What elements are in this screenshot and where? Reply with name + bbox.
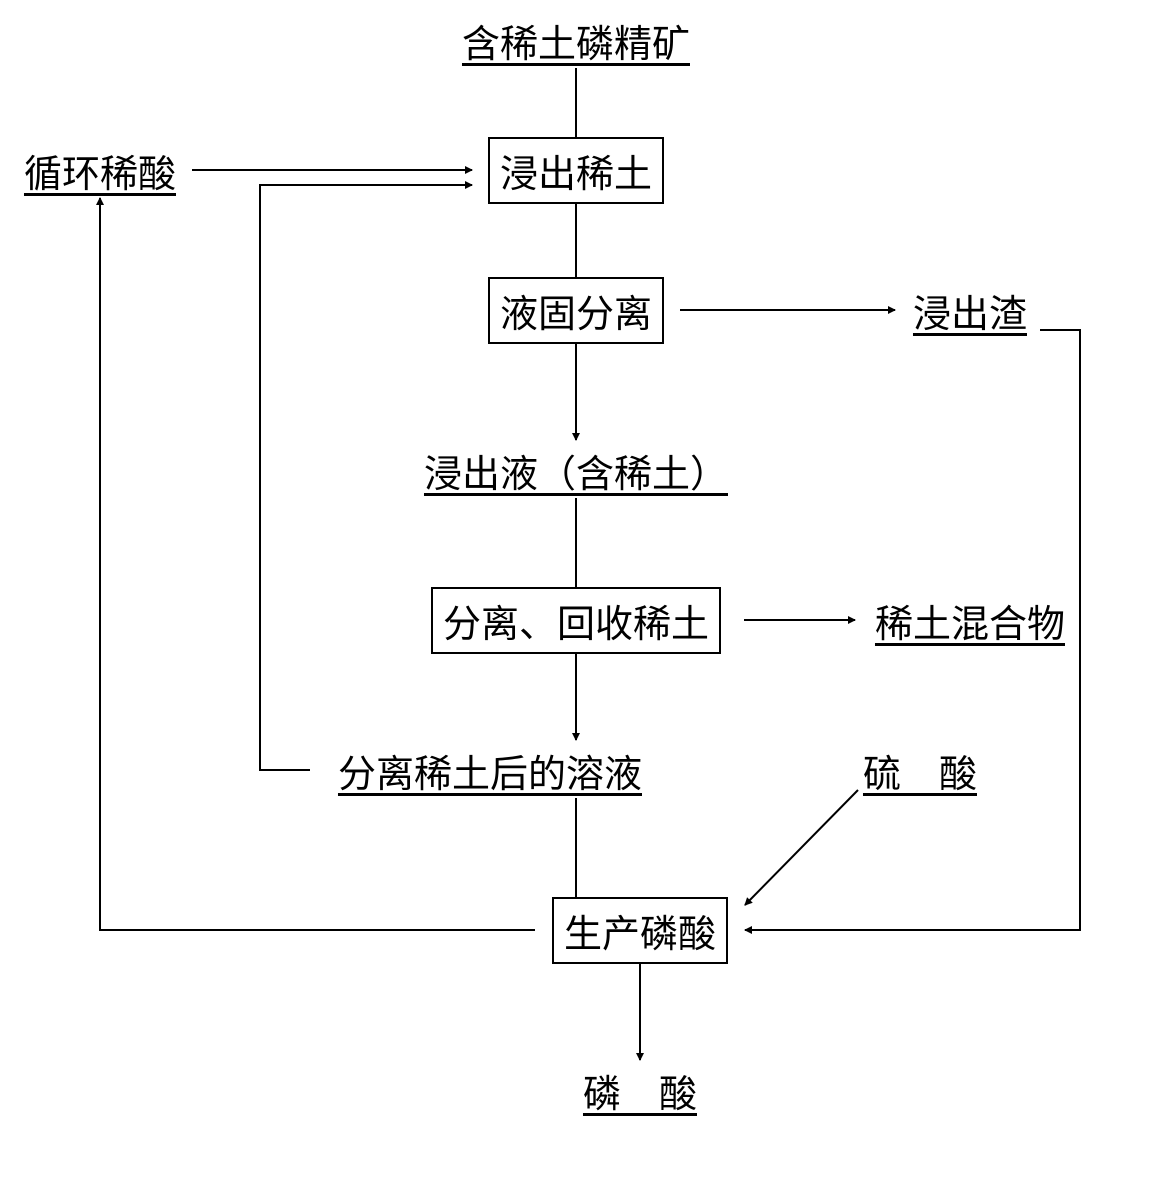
flow-node-n10: 硫 酸 <box>863 743 977 798</box>
flow-node-n6: 浸出液（含稀土） <box>424 443 728 498</box>
flow-node-n1: 含稀土磷精矿 <box>462 13 690 68</box>
flow-node-n7: 分离、回收稀土 <box>431 587 721 654</box>
flow-node-n12: 磷 酸 <box>583 1063 697 1118</box>
flow-edge-n11-n2 <box>100 198 535 930</box>
flow-node-n2: 循环稀酸 <box>24 143 176 198</box>
flow-node-n3: 浸出稀土 <box>488 137 664 204</box>
flow-node-n8: 稀土混合物 <box>875 593 1065 648</box>
flow-node-n9: 分离稀土后的溶液 <box>338 743 642 798</box>
flow-node-n4: 液固分离 <box>488 277 664 344</box>
flow-edge-n10-n11 <box>745 790 858 905</box>
flow-node-n11: 生产磷酸 <box>552 897 728 964</box>
flow-node-n5: 浸出渣 <box>913 283 1027 338</box>
